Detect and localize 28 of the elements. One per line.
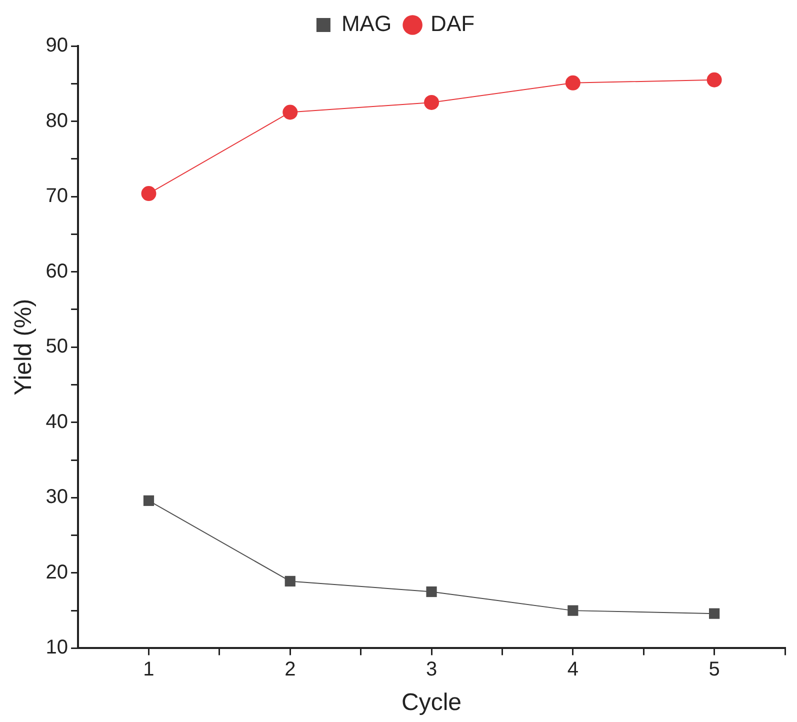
y-tick-label: 40 [46,410,68,433]
point [141,186,156,202]
y-tick-label: 20 [46,561,68,584]
y-tick-label: 50 [46,336,68,358]
y-tick-label: 80 [46,110,68,132]
x-tick-label: 1 [143,658,154,681]
point [706,72,722,88]
point [565,75,580,90]
point [143,495,154,506]
y-tick-label: 30 [46,486,68,508]
x-tick-label: 3 [426,658,438,681]
legend-label: MAG [341,11,392,36]
x-tick-label: 2 [284,658,296,681]
point [282,104,298,120]
point [424,94,440,110]
point [709,608,720,619]
x-tick-label: 4 [567,658,578,681]
y-axis-title: Yield (%) [10,298,38,396]
legend-label: DAF [430,11,475,36]
point [568,605,578,616]
y-tick-label: 90 [46,34,68,57]
x-tick-label: 5 [708,658,720,681]
y-tick-label: 10 [46,636,68,659]
point [426,586,437,598]
y-tick-label: 70 [46,185,68,208]
point [284,576,296,587]
x-axis-title: Cycle [402,689,462,716]
y-tick-label: 60 [46,260,68,282]
